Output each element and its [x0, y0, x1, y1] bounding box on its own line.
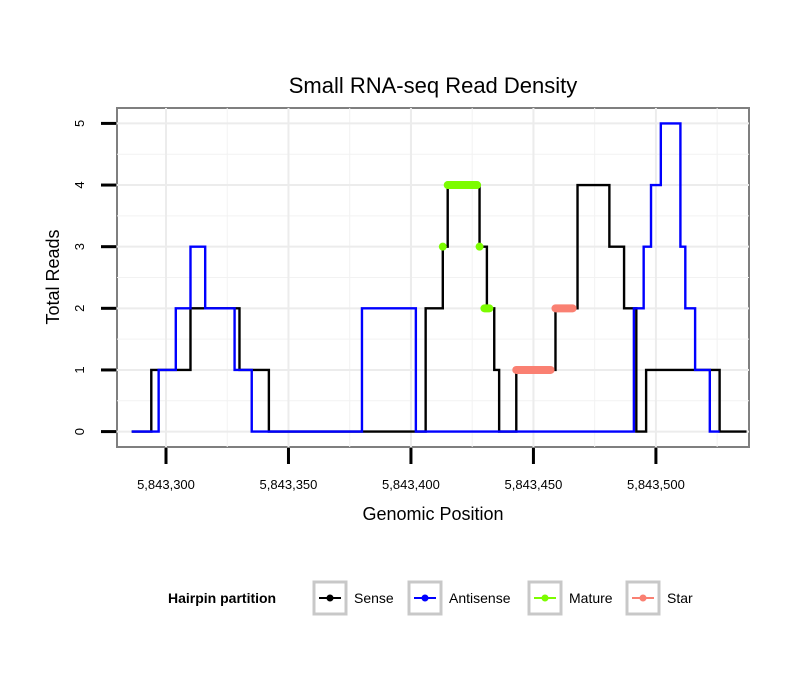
y-tick-label: 3 — [72, 243, 87, 250]
y-tick-label: 0 — [72, 428, 87, 435]
series-antisense-line — [131, 122, 720, 433]
legend-key-dot-antisense — [421, 594, 429, 602]
series-sense-line — [131, 183, 747, 433]
legend-label-mature: Mature — [569, 590, 613, 606]
x-tick-label: 5,843,500 — [627, 477, 685, 492]
x-tick-label: 5,843,300 — [137, 477, 195, 492]
y-tick-label: 4 — [72, 181, 87, 188]
legend-key-dot-star — [639, 594, 647, 602]
x-tick-label: 5,843,350 — [260, 477, 318, 492]
y-axis-label: Total Reads — [43, 229, 63, 324]
legend-items: Sense Antisense Mature Star — [312, 580, 693, 616]
series-layer — [131, 122, 747, 433]
axis-layer: 0 1 2 3 4 5 5,843,300 5,843,350 5,843,400 5,843,4… — [72, 120, 685, 492]
legend-label-antisense: Antisense — [449, 590, 511, 606]
legend: Hairpin partition Sense Antisense Mature St… — [168, 580, 693, 616]
legend-label-sense: Sense — [354, 590, 394, 606]
x-tick-label: 5,843,400 — [382, 477, 440, 492]
x-tick-label: 5,843,450 — [505, 477, 563, 492]
y-tick-label: 5 — [72, 120, 87, 127]
legend-key-dot-mature — [541, 594, 549, 602]
legend-key-dot-sense — [326, 594, 334, 602]
legend-label-star: Star — [667, 590, 693, 606]
x-axis-label: Genomic Position — [362, 504, 503, 524]
legend-title: Hairpin partition — [168, 590, 276, 606]
y-tick-label: 2 — [72, 305, 87, 312]
y-tick-label: 1 — [72, 366, 87, 373]
chart-title: Small RNA-seq Read Density — [289, 73, 578, 98]
